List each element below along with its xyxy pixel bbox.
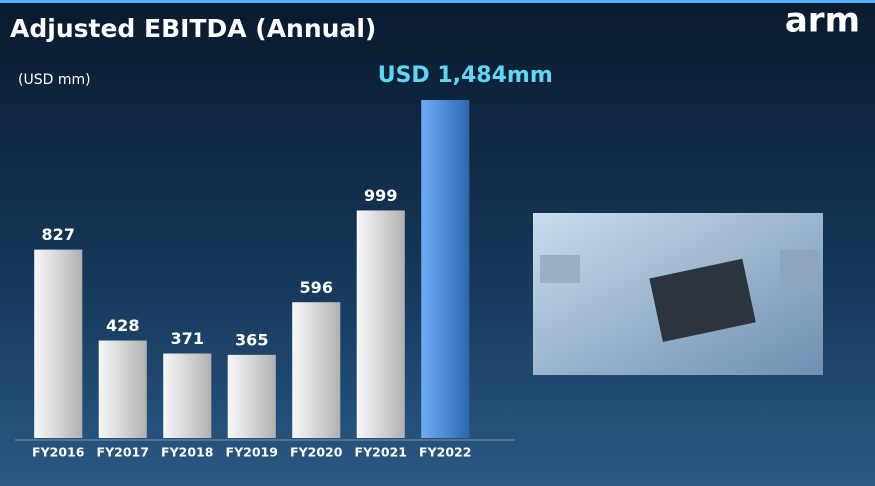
component (540, 255, 580, 283)
component (780, 250, 818, 290)
x-tick-label: FY2022 (419, 445, 471, 460)
value-label: 827 (42, 225, 75, 244)
x-tick-label: FY2017 (97, 445, 149, 460)
x-tick-label: FY2019 (226, 445, 278, 460)
value-label: USD 1,484mm (378, 63, 553, 88)
x-tick-label: FY2021 (355, 445, 407, 460)
value-label: 999 (364, 186, 397, 205)
value-label: 371 (171, 329, 204, 348)
x-tick-label: FY2016 (32, 445, 85, 460)
chip (649, 258, 756, 343)
subtitle: (USD mm) (18, 72, 91, 88)
bar-shade (292, 302, 341, 438)
logo: arm (785, 1, 860, 41)
bar-shade (98, 340, 147, 438)
x-tick-label: FY2020 (290, 445, 343, 460)
chart-title: Adjusted EBITDA (Annual) (10, 14, 376, 43)
bar-shade (34, 249, 83, 438)
value-label: 365 (235, 330, 268, 349)
value-label: 428 (106, 316, 139, 335)
bar-shade (163, 353, 212, 438)
bar-shade (227, 354, 276, 438)
bar-shade (421, 100, 470, 438)
x-tick-label: FY2018 (161, 445, 213, 460)
chip-image (533, 213, 823, 375)
bar-shade (356, 210, 405, 438)
value-label: 596 (300, 278, 333, 297)
top-rule (0, 0, 875, 3)
